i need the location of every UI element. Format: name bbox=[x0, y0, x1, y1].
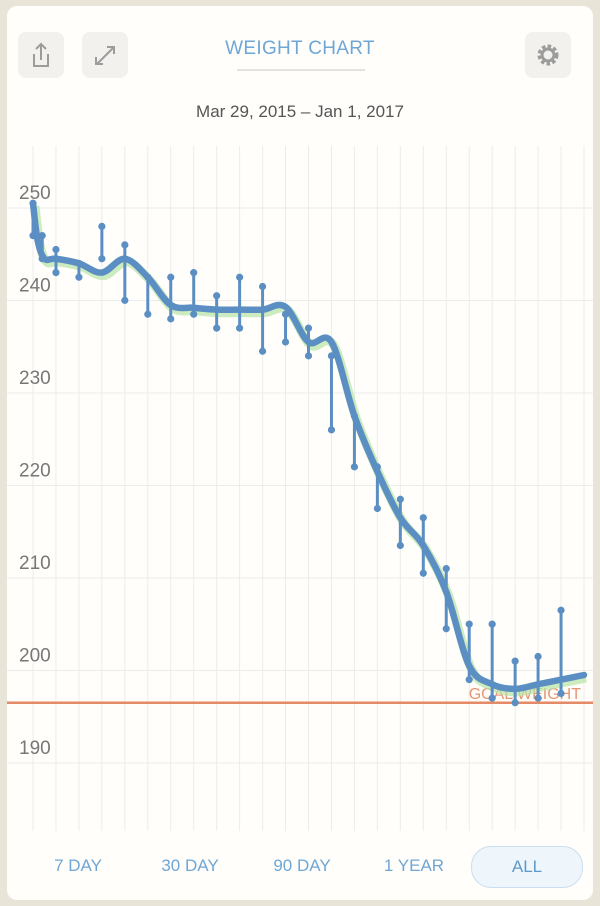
range-high-point bbox=[304, 324, 313, 332]
period-selector: 7 DAY 30 DAY 90 DAY 1 YEAR ALL bbox=[7, 846, 593, 890]
range-low-point bbox=[327, 426, 336, 434]
range-high-point bbox=[396, 495, 404, 503]
trend-band bbox=[30, 205, 587, 697]
range-high-point bbox=[442, 565, 450, 573]
page-title: WEIGHT CHART bbox=[225, 38, 375, 59]
y-tick-label: 220 bbox=[19, 461, 51, 482]
range-high-point bbox=[488, 620, 496, 628]
range-low-point bbox=[511, 699, 519, 707]
range-low-point bbox=[373, 504, 381, 513]
expand-icon bbox=[95, 46, 115, 65]
period-90-day[interactable]: 90 DAY bbox=[273, 856, 331, 875]
y-tick-label: 240 bbox=[19, 276, 51, 297]
range-low-point bbox=[419, 569, 427, 577]
range-high-point bbox=[419, 514, 427, 522]
range-low-point bbox=[442, 625, 450, 633]
range-high-point bbox=[190, 269, 198, 277]
range-high-point bbox=[38, 232, 46, 240]
chart-area: 190 200 210 220 230 240 250 GOAL WEIGHT bbox=[7, 136, 593, 841]
range-high-point bbox=[258, 282, 267, 291]
range-low-point bbox=[396, 541, 404, 550]
share-icon bbox=[33, 42, 49, 67]
range-high-point bbox=[534, 652, 542, 661]
range-low-point bbox=[304, 352, 313, 360]
gear-icon bbox=[537, 44, 559, 66]
y-tick-label: 210 bbox=[19, 553, 51, 574]
range-low-point bbox=[488, 694, 496, 702]
settings-button[interactable] bbox=[525, 32, 571, 78]
range-high-point bbox=[557, 606, 565, 614]
range-low-point bbox=[213, 324, 221, 332]
weight-series-line bbox=[29, 200, 588, 693]
period-all[interactable]: ALL bbox=[471, 846, 583, 888]
range-high-point bbox=[511, 657, 519, 665]
date-range: Mar 29, 2015 – Jan 1, 2017 bbox=[196, 102, 404, 121]
y-tick-label: 230 bbox=[19, 368, 51, 389]
range-high-point bbox=[52, 245, 60, 254]
range-low-point bbox=[52, 269, 60, 277]
title-underline bbox=[237, 69, 365, 71]
period-1-year[interactable]: 1 YEAR bbox=[383, 856, 445, 875]
period-7-day[interactable]: 7 DAY bbox=[54, 856, 102, 875]
range-low-point bbox=[98, 255, 106, 263]
range-high-point bbox=[213, 292, 221, 300]
expand-button[interactable] bbox=[82, 32, 128, 78]
share-button[interactable] bbox=[18, 32, 64, 78]
y-tick-label: 190 bbox=[19, 738, 51, 759]
range-low-point bbox=[167, 315, 175, 323]
range-low-point bbox=[190, 310, 198, 318]
range-low-point bbox=[557, 689, 565, 698]
range-high-point bbox=[98, 222, 106, 230]
range-low-point bbox=[465, 676, 473, 684]
weight-chart-card: WEIGHT CHART Mar 29, 2015 – Jan 1, 2017 … bbox=[7, 6, 593, 900]
range-low-point bbox=[236, 324, 244, 332]
range-low-point bbox=[350, 463, 359, 471]
period-30-day[interactable]: 30 DAY bbox=[161, 856, 219, 875]
range-low-point bbox=[144, 310, 152, 318]
range-low-point bbox=[75, 273, 83, 281]
range-low-point bbox=[258, 347, 267, 355]
range-low-point bbox=[121, 296, 129, 304]
range-high-point bbox=[121, 241, 129, 249]
range-high-point bbox=[465, 620, 473, 628]
range-high-point bbox=[167, 273, 175, 281]
range-high-point bbox=[236, 273, 244, 281]
range-low-point bbox=[534, 694, 542, 702]
y-tick-label: 250 bbox=[19, 183, 51, 204]
range-low-point bbox=[281, 338, 290, 346]
y-tick-label: 200 bbox=[19, 646, 51, 667]
